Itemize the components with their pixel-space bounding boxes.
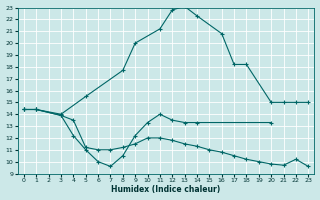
X-axis label: Humidex (Indice chaleur): Humidex (Indice chaleur) xyxy=(111,185,221,194)
